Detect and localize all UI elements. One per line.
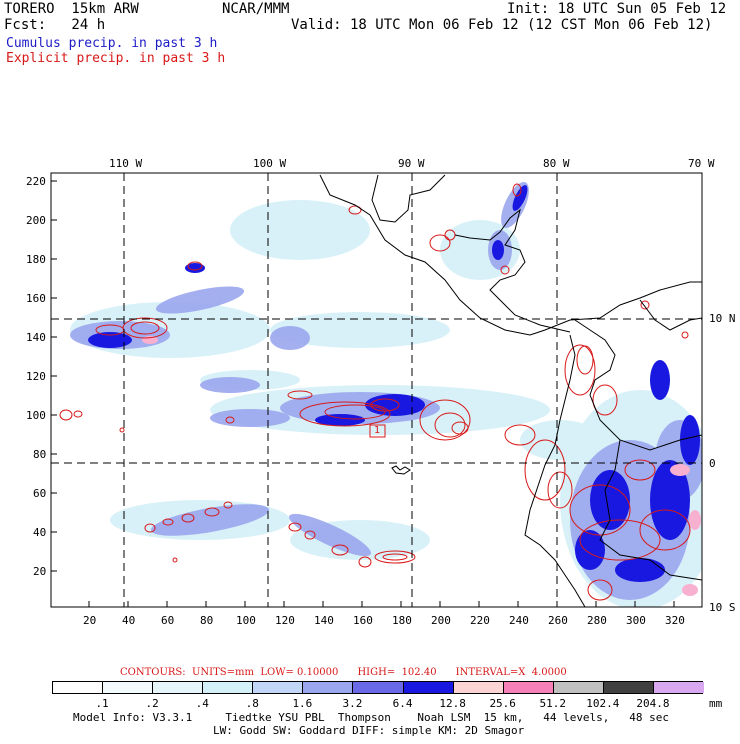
x-tick-label: 20 (83, 614, 97, 627)
y-tick-label: 180 (26, 253, 46, 266)
x-tick-label: 160 (353, 614, 373, 627)
init-time: Init: 18 UTC Sun 05 Feb 12 (507, 1, 727, 17)
color-bar (52, 681, 704, 694)
y-tick-label: 40 (33, 526, 47, 539)
valid-time: Valid: 18 UTC Mon 06 Feb 12 (12 CST Mon … (291, 17, 713, 33)
lat-label: 10 N (709, 312, 736, 325)
color-bar-swatch (603, 682, 654, 693)
y-tick-label: 60 (33, 487, 47, 500)
y-tick-label: 160 (26, 292, 46, 305)
color-bar-swatch (503, 682, 554, 693)
legend-explicit: Explicit precip. in past 3 h (6, 51, 226, 66)
legend-cumulus: Cumulus precip. in past 3 h (6, 36, 218, 51)
color-bar-unit: mm (709, 697, 723, 710)
forecast-hour: Fcst: 24 h (4, 17, 106, 33)
color-bar-label: .2 (145, 697, 159, 710)
color-bar-label: 12.8 (439, 697, 466, 710)
tick-marks (51, 180, 675, 607)
color-bar-swatch (53, 682, 104, 693)
physics-info: LW: Godd SW: Goddard DIFF: simple KM: 2D… (213, 724, 525, 737)
contour-box-label: 1 (374, 425, 381, 436)
x-tick-label: 40 (122, 614, 136, 627)
y-tick-label: 140 (26, 331, 46, 344)
x-tick-label: 140 (314, 614, 334, 627)
x-tick-label: 200 (431, 614, 451, 627)
lon-label: 110 W (109, 157, 143, 170)
x-tick-label: 80 (200, 614, 214, 627)
map-frame (50, 172, 703, 608)
y-tick-label: 80 (33, 448, 47, 461)
color-bar-swatch (553, 682, 604, 693)
x-tick-label: 280 (587, 614, 607, 627)
color-bar-label: 204.8 (636, 697, 670, 710)
lat-lon-grid (51, 173, 702, 607)
color-bar-label: .4 (195, 697, 209, 710)
explicit-contours (59, 183, 691, 601)
color-bar-label: 51.2 (539, 697, 567, 710)
color-bar-label: .1 (95, 697, 109, 710)
lon-label: 90 W (398, 157, 425, 170)
lon-label: 80 W (543, 157, 570, 170)
precip-fields (59, 174, 702, 607)
color-bar-label: 3.2 (342, 697, 363, 710)
color-bar-swatch (153, 682, 204, 693)
model-info: Model Info: V3.3.1 Tiedtke YSU PBL Thomp… (73, 711, 670, 724)
lon-label: 70 W (688, 157, 715, 170)
model-title: TORERO 15km ARW (4, 1, 139, 17)
x-tick-label: 180 (392, 614, 412, 627)
color-bar-label: 1.6 (292, 697, 313, 710)
color-bar-swatch (353, 682, 404, 693)
color-bar-label: 102.4 (586, 697, 620, 710)
color-bar-swatch (453, 682, 504, 693)
x-tick-label: 120 (275, 614, 295, 627)
color-bar-swatch (653, 682, 704, 693)
x-tick-label: 60 (161, 614, 175, 627)
y-tick-label: 100 (26, 409, 46, 422)
x-tick-label: 220 (470, 614, 490, 627)
color-bar-swatch (253, 682, 304, 693)
x-tick-label: 320 (665, 614, 685, 627)
contour-info: CONTOURS: UNITS=mm LOW= 0.10000 HIGH= 10… (120, 667, 567, 678)
x-tick-label: 300 (626, 614, 646, 627)
color-bar-swatch (203, 682, 254, 693)
color-bar-swatch (103, 682, 154, 693)
y-tick-label: 200 (26, 214, 46, 227)
lon-label: 100 W (253, 157, 287, 170)
y-tick-label: 220 (26, 175, 46, 188)
x-tick-label: 100 (236, 614, 256, 627)
color-bar-label: 6.4 (392, 697, 413, 710)
lat-label: 10 S (709, 601, 736, 614)
y-tick-label: 120 (26, 370, 46, 383)
lat-label: 0 (709, 457, 716, 470)
contour-box (369, 424, 386, 438)
org-label: NCAR/MMM (222, 1, 290, 17)
x-tick-label: 260 (548, 614, 568, 627)
x-tick-label: 240 (509, 614, 529, 627)
color-bar-swatch (403, 682, 454, 693)
color-bar-label: .8 (245, 697, 259, 710)
color-bar-label: 25.6 (489, 697, 516, 710)
y-tick-label: 20 (33, 565, 47, 578)
color-bar-swatch (303, 682, 354, 693)
